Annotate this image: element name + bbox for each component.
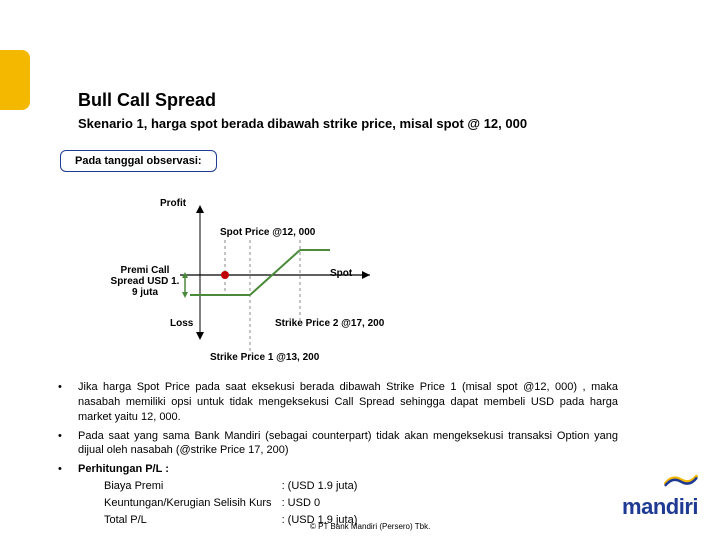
premi-label: Premi Call Spread USD 1. 9 juta	[110, 265, 180, 298]
bullet-item: •Pada saat yang sama Bank Mandiri (sebag…	[58, 429, 618, 459]
accent-shape	[0, 50, 30, 110]
mandiri-logo: mandiri	[622, 473, 698, 520]
bullet-text: Jika harga Spot Price pada saat eksekusi…	[78, 380, 618, 425]
pl-cell: Total P/L	[100, 513, 276, 528]
page-subtitle: Skenario 1, harga spot berada dibawah st…	[78, 116, 527, 131]
profit-label: Profit	[160, 198, 186, 209]
spot-price-label: Spot Price @12, 000	[220, 227, 315, 238]
pl-cell: : (USD 1.9 juta)	[278, 479, 362, 494]
observation-box: Pada tanggal observasi:	[60, 150, 217, 172]
pl-heading: Perhitungan P/L :	[78, 463, 169, 475]
pl-cell: Biaya Premi	[100, 479, 276, 494]
spot-axis-label: Spot	[330, 268, 352, 279]
strike2-label: Strike Price 2 @17, 200	[275, 318, 384, 329]
logo-text: mandiri	[622, 494, 698, 519]
pl-cell: : USD 0	[278, 496, 362, 511]
strike1-label: Strike Price 1 @13, 200	[210, 352, 319, 363]
copyright-text: © PT Bank Mandiri (Persero) Tbk.	[310, 522, 430, 531]
logo-ribbon-icon	[664, 473, 698, 487]
page-title: Bull Call Spread	[78, 90, 216, 111]
loss-label: Loss	[170, 318, 193, 329]
bullet-text: Pada saat yang sama Bank Mandiri (sebaga…	[78, 429, 618, 459]
bullet-item: •Jika harga Spot Price pada saat eksekus…	[58, 380, 618, 425]
bullet-list: •Jika harga Spot Price pada saat eksekus…	[58, 380, 618, 534]
bullet-item: • Perhitungan P/L : Biaya Premi: (USD 1.…	[58, 462, 618, 529]
pl-cell: Keuntungan/Kerugian Selisih Kurs	[100, 496, 276, 511]
bullet-text: Perhitungan P/L : Biaya Premi: (USD 1.9 …	[78, 462, 618, 529]
payoff-diagram: Profit Loss Premi Call Spread USD 1. 9 j…	[110, 180, 450, 360]
